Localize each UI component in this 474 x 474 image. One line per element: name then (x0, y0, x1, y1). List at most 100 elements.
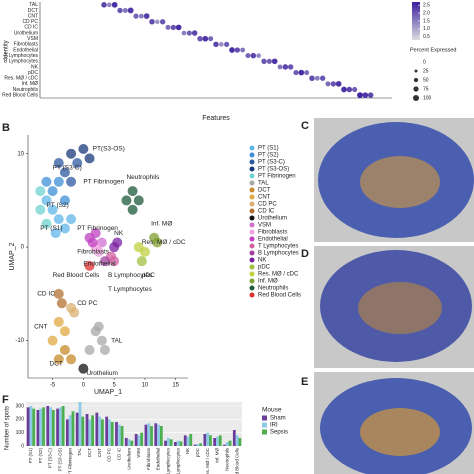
umap-point (121, 195, 132, 206)
umap-point (152, 237, 163, 248)
dot (352, 86, 358, 93)
dot (111, 1, 118, 8)
x-tick-label: Inf. MØ (215, 448, 220, 463)
y-tick-label: 300 (16, 403, 25, 409)
tissue-images (314, 118, 474, 474)
bar (51, 410, 55, 446)
dot (127, 7, 134, 14)
legend-label: CNT (258, 195, 271, 201)
umap-point (59, 167, 70, 178)
cluster-annotation: T Lymphocytes (108, 286, 152, 293)
dot (335, 81, 342, 87)
x-tick-label: VSM (136, 448, 141, 458)
bar (85, 414, 89, 446)
umap-point (84, 260, 95, 271)
legend-label: B Lymphocytes (258, 251, 299, 257)
bar (206, 432, 210, 446)
umap-point (47, 335, 58, 346)
legend-swatch (249, 264, 255, 270)
bar (176, 440, 180, 446)
row-label: CNT (28, 13, 38, 19)
y-axis-label: Number of spots (5, 406, 11, 450)
legend-label: Sham (270, 416, 286, 422)
umap-point (93, 321, 104, 332)
panel-label: E (301, 376, 308, 388)
dot (341, 86, 347, 93)
bar (98, 416, 102, 446)
umap-point (53, 316, 64, 327)
bar (225, 442, 229, 446)
umap-point (136, 256, 147, 267)
cluster-annotation: DCT (50, 361, 63, 368)
bar (81, 416, 85, 446)
dot (229, 47, 235, 53)
size-legend-dot (413, 95, 419, 101)
bar (26, 407, 30, 446)
bar (127, 439, 131, 446)
legend-label: Sepsis (270, 430, 288, 436)
x-tick-label: Fibroblasts (146, 447, 151, 470)
dot (266, 58, 272, 64)
bar (49, 407, 52, 446)
x-tick-label: 15 (172, 383, 179, 389)
bar (78, 402, 82, 446)
bar (238, 438, 242, 446)
bar (179, 441, 183, 446)
size-legend-label: 50 (423, 77, 429, 83)
dot (346, 86, 353, 93)
umap-point (41, 195, 52, 206)
dot (261, 58, 267, 64)
tissue-medulla (360, 408, 440, 456)
bar (110, 422, 114, 446)
x-tick-label: NK (185, 448, 190, 454)
umap-point (93, 246, 104, 257)
umap-point (99, 256, 110, 267)
row-label: CD IC (24, 25, 38, 31)
dot (133, 13, 139, 19)
bar (130, 440, 134, 446)
bar (157, 424, 160, 446)
umap-point (53, 288, 64, 299)
size-legend-label: 25 (423, 68, 429, 74)
umap-point (53, 214, 64, 225)
legend-swatch (249, 229, 255, 235)
bar (235, 435, 239, 446)
bar (216, 436, 219, 446)
umap-point (69, 307, 80, 318)
dot (197, 36, 203, 42)
bar (144, 424, 148, 446)
legend-label: PT (S1) (258, 146, 279, 152)
umap-point (59, 223, 70, 234)
legend-swatch (249, 166, 255, 172)
x-tick-label: TAL (77, 448, 82, 456)
legend-label: Inf. MØ (258, 279, 278, 285)
legend-label: CD PC (258, 202, 277, 208)
bar (189, 434, 193, 446)
umap-point (66, 176, 77, 187)
x-tick-label: PT Fibrinogen (67, 448, 72, 474)
x-tick-label: 0 (82, 383, 86, 389)
dot (367, 92, 374, 98)
legend-swatch (249, 187, 255, 193)
umap-point (66, 148, 77, 159)
row-label: Neutrophils (13, 87, 39, 93)
umap-point (59, 195, 70, 206)
bar (154, 423, 158, 446)
x-tick-label: CD IC (116, 447, 121, 460)
legend-label: CD IC (258, 209, 275, 215)
size-legend-dot (413, 86, 419, 92)
legend-swatch (249, 208, 255, 214)
umap-point (47, 186, 58, 197)
legend-swatch (249, 194, 255, 200)
umap-point (50, 228, 61, 239)
bar (91, 415, 94, 446)
size-legend-label: 100 (423, 95, 432, 101)
row-label: Inf. MØ (22, 81, 39, 87)
row-label: Red Blood Cells (2, 93, 38, 99)
bar (186, 436, 190, 446)
legend-swatch (249, 250, 255, 256)
cluster-annotation: CNT (34, 323, 47, 330)
bar (166, 438, 170, 446)
dot (213, 41, 219, 48)
